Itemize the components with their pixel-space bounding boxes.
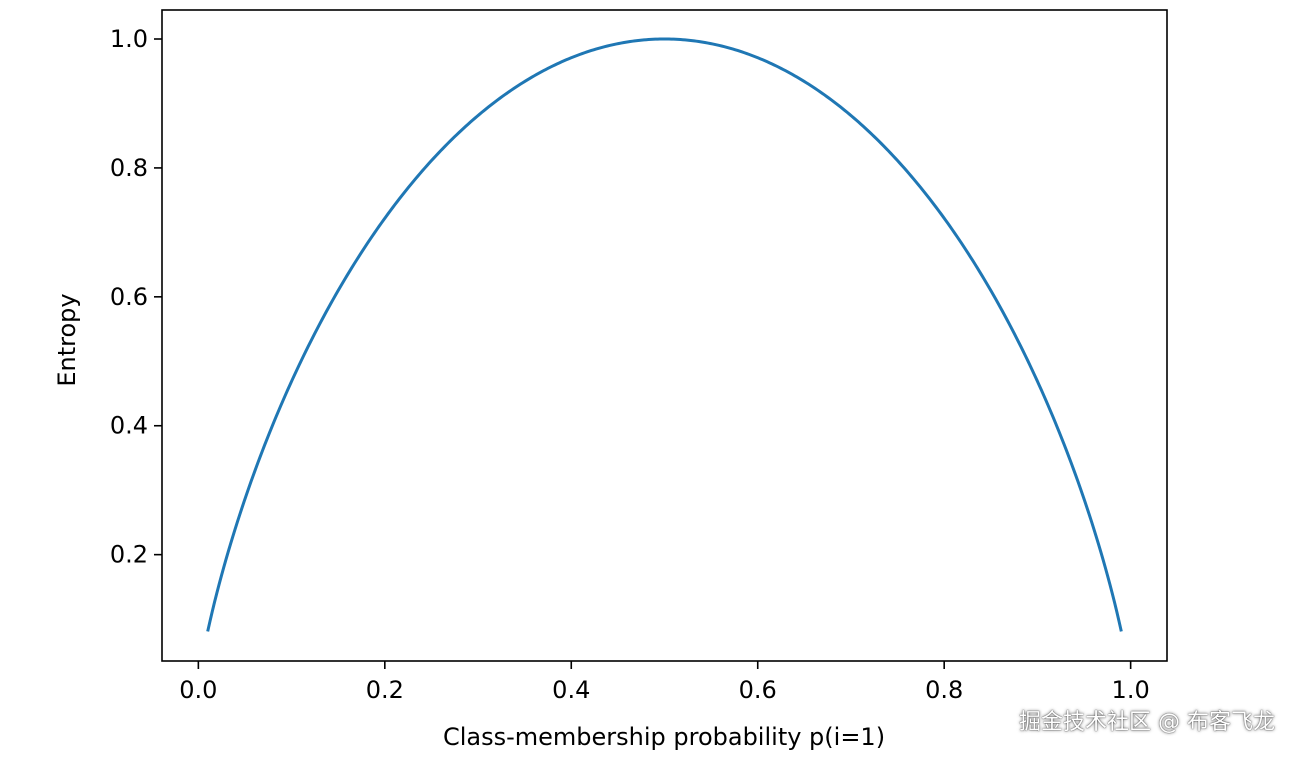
x-tick-label: 0.0 — [179, 676, 217, 704]
x-axis-label: Class-membership probability p(i=1) — [443, 723, 885, 751]
x-tick-label: 0.6 — [739, 676, 777, 704]
y-tick-label: 1.0 — [110, 25, 148, 53]
x-axis: 0.0 0.2 0.4 0.6 0.8 1.0 — [179, 661, 1150, 704]
x-tick-label: 0.8 — [925, 676, 963, 704]
x-tick-label: 0.4 — [552, 676, 590, 704]
y-tick-label: 0.8 — [110, 154, 148, 182]
plot-area — [161, 9, 1168, 662]
y-axis-label: Entropy — [53, 293, 81, 386]
axes-frame — [161, 9, 1168, 662]
x-tick-label: 0.2 — [366, 676, 404, 704]
y-axis: 0.2 0.4 0.6 0.8 1.0 — [110, 25, 162, 569]
y-tick-label: 0.2 — [110, 541, 148, 569]
x-tick-label: 1.0 — [1112, 676, 1150, 704]
series-line — [206, 37, 1123, 632]
y-tick-label: 0.6 — [110, 283, 148, 311]
y-tick-label: 0.4 — [110, 412, 148, 440]
watermark: 掘金技术社区 @ 布客飞龙 — [1019, 710, 1275, 735]
